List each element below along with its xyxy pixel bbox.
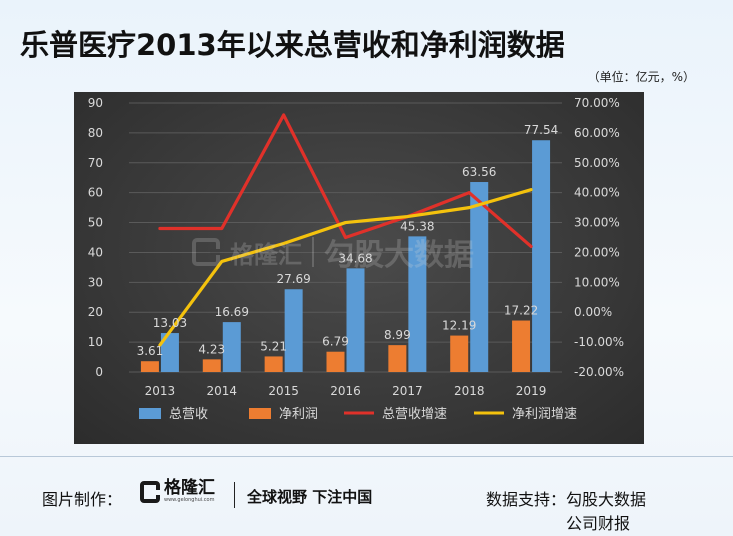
left-y-tick-label: 80 bbox=[88, 126, 103, 140]
left-y-tick-label: 40 bbox=[88, 245, 103, 259]
footer-divider bbox=[0, 456, 733, 457]
net-profit-bar bbox=[512, 320, 531, 372]
revenue-data-label: 27.69 bbox=[276, 272, 310, 286]
footer-support-source-1: 勾股大数据 bbox=[566, 490, 647, 509]
revenue-data-label: 13.03 bbox=[153, 316, 187, 330]
right-y-tick-label: 0.00% bbox=[574, 305, 612, 319]
left-y-tick-label: 30 bbox=[88, 275, 103, 289]
x-tick-label: 2016 bbox=[330, 384, 361, 398]
right-y-tick-label: -20.00% bbox=[574, 365, 624, 379]
net-profit-data-label: 3.61 bbox=[137, 344, 164, 358]
footer-slogan: 全球视野 下注中国 bbox=[247, 488, 373, 506]
left-y-tick-label: 10 bbox=[88, 335, 103, 349]
x-tick-label: 2019 bbox=[516, 384, 547, 398]
revenue-bar bbox=[284, 289, 303, 372]
revenue-data-label: 16.69 bbox=[215, 305, 249, 319]
left-y-tick-label: 60 bbox=[88, 186, 103, 200]
revenue-growth-line bbox=[158, 113, 533, 249]
revenue-bar bbox=[222, 322, 241, 372]
footer-brand: 格隆汇 bbox=[164, 478, 215, 498]
revenue-bar bbox=[470, 182, 489, 372]
legend-label: 净利润增速 bbox=[512, 407, 577, 422]
footer-support-label: 数据支持： bbox=[486, 490, 567, 509]
legend-swatch bbox=[249, 408, 271, 419]
revenue-bar bbox=[408, 236, 427, 372]
net-profit-data-label: 6.79 bbox=[322, 335, 349, 349]
footer-logo: 格隆汇 www.gelonghui.com bbox=[140, 480, 215, 503]
footer-support: 数据支持：勾股大数据 bbox=[486, 486, 646, 510]
net-profit-growth-line bbox=[158, 188, 533, 347]
left-y-tick-label: 50 bbox=[88, 216, 103, 230]
net-profit-bar bbox=[388, 345, 407, 372]
left-y-tick-label: 0 bbox=[95, 365, 103, 379]
right-y-tick-label: 40.00% bbox=[574, 186, 620, 200]
revenue-data-label: 63.56 bbox=[462, 165, 496, 179]
net-profit-bar bbox=[140, 361, 159, 372]
footer-made-by-label: 图片制作： bbox=[42, 490, 123, 509]
revenue-data-label: 77.54 bbox=[524, 123, 558, 137]
x-tick-label: 2017 bbox=[392, 384, 423, 398]
revenue-data-label: 34.68 bbox=[338, 251, 372, 265]
footer-separator bbox=[234, 482, 235, 508]
chart-title: 乐普医疗2013年以来总营收和净利润数据 bbox=[20, 28, 565, 62]
x-tick-label: 2018 bbox=[454, 384, 485, 398]
legend-label: 净利润 bbox=[279, 407, 318, 422]
right-y-tick-label: -10.00% bbox=[574, 335, 624, 349]
x-tick-label: 2014 bbox=[207, 384, 238, 398]
right-y-tick-label: 50.00% bbox=[574, 156, 620, 170]
right-y-tick-label: 20.00% bbox=[574, 245, 620, 259]
legend-label: 总营收 bbox=[169, 407, 208, 422]
net-profit-data-label: 12.19 bbox=[442, 319, 476, 333]
left-y-tick-label: 70 bbox=[88, 156, 103, 170]
revenue-data-label: 45.38 bbox=[400, 219, 434, 233]
revenue-bar bbox=[160, 333, 179, 372]
net-profit-data-label: 5.21 bbox=[260, 339, 287, 353]
x-tick-label: 2015 bbox=[268, 384, 299, 398]
chart-panel: 0 10 20 30 40 50 60 70 80 90 -20.00% -10.00% 0.00% 10… bbox=[74, 92, 644, 444]
left-y-tick-label: 20 bbox=[88, 305, 103, 319]
revenue-bar bbox=[346, 268, 365, 372]
net-profit-data-label: 17.22 bbox=[504, 304, 538, 318]
right-y-tick-label: 70.00% bbox=[574, 96, 620, 110]
net-profit-data-label: 4.23 bbox=[198, 342, 225, 356]
right-y-tick-label: 60.00% bbox=[574, 126, 620, 140]
net-profit-bar bbox=[450, 335, 469, 372]
footer-support-source-2: 公司财报 bbox=[566, 514, 631, 533]
left-y-tick-label: 90 bbox=[88, 96, 103, 110]
net-profit-data-label: 8.99 bbox=[384, 328, 411, 342]
revenue-bar bbox=[532, 140, 551, 372]
gelonghui-logo-icon bbox=[140, 480, 160, 503]
x-tick-label: 2013 bbox=[145, 384, 176, 398]
legend-label: 总营收增速 bbox=[382, 407, 447, 422]
net-profit-bar bbox=[264, 356, 283, 372]
unit-note: （单位：亿元，%） bbox=[587, 70, 695, 84]
legend-swatch bbox=[139, 408, 161, 419]
net-profit-bar bbox=[202, 359, 221, 372]
combo-chart: 0 10 20 30 40 50 60 70 80 90 -20.00% -10.00% 0.00% 10… bbox=[88, 96, 624, 422]
right-y-tick-label: 10.00% bbox=[574, 275, 620, 289]
right-y-tick-label: 30.00% bbox=[574, 216, 620, 230]
net-profit-bar bbox=[326, 351, 345, 372]
footer-brand-url: www.gelonghui.com bbox=[164, 497, 215, 503]
